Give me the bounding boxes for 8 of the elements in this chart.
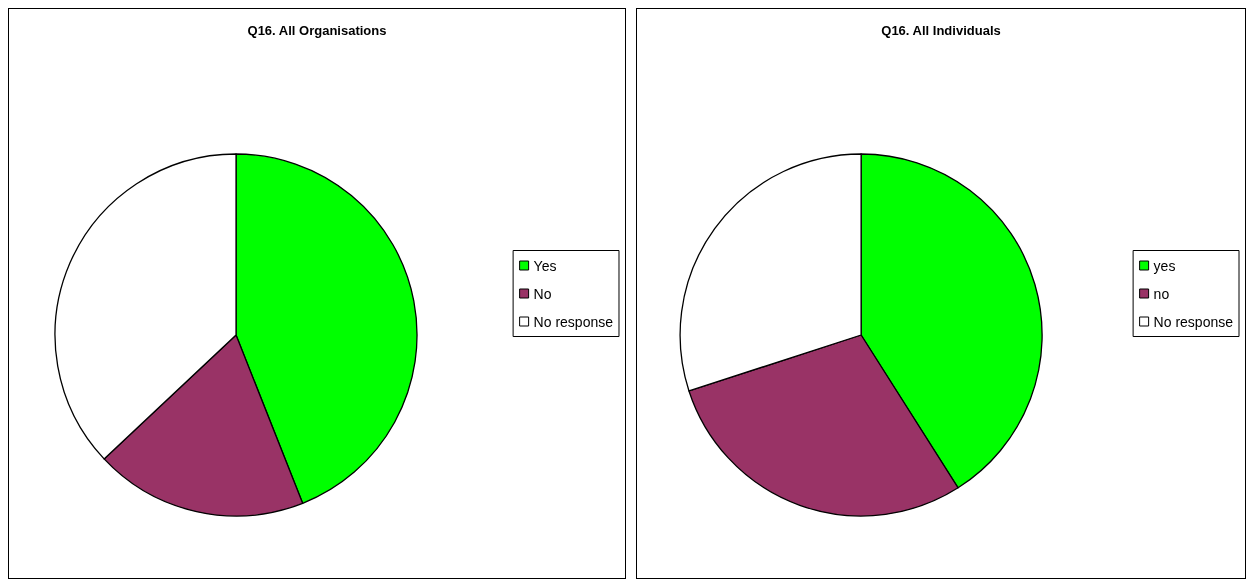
legend-label: No response — [533, 313, 614, 330]
legend-label: No — [533, 285, 552, 302]
chart-title: Q16. All Individuals — [881, 23, 1001, 38]
legend-label: yes — [1153, 257, 1176, 274]
legend-label: Yes — [533, 257, 557, 274]
chart-title: Q16. All Organisations — [247, 23, 387, 38]
legend-label: no — [1153, 285, 1170, 302]
legend-label: No response — [1153, 313, 1234, 330]
